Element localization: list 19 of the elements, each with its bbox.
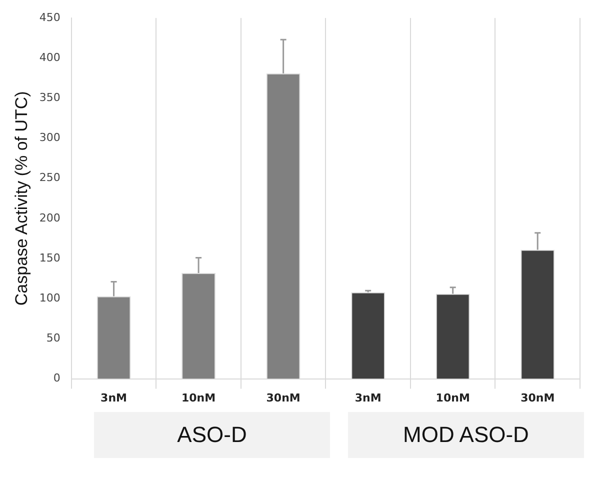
y-tick-label: 200: [39, 211, 60, 224]
y-tick-label: 100: [39, 291, 60, 304]
y-tick-label: 400: [39, 50, 60, 64]
x-tick-label: 3nM: [100, 391, 127, 404]
x-tick-label: 10nM: [182, 391, 216, 404]
y-tick-label: 150: [39, 251, 60, 264]
y-tick-label: 300: [39, 131, 60, 144]
y-tick-label: 350: [39, 91, 60, 104]
x-tick-label: 30nM: [266, 391, 300, 404]
x-tick-label: 30nM: [520, 391, 555, 404]
y-tick-label: 0: [53, 372, 60, 385]
text: ASO-D: [94, 412, 330, 458]
y-tick-label: 450: [39, 10, 60, 24]
text: MOD ASO-D: [348, 412, 584, 458]
y-axis-title: Caspase Activity (% of UTC): [12, 91, 31, 306]
x-tick-label: 3nM: [354, 391, 382, 404]
y-tick-label: 250: [39, 171, 60, 184]
x-tick-label: 10nM: [436, 391, 470, 404]
y-tick-label: 50: [46, 332, 60, 345]
